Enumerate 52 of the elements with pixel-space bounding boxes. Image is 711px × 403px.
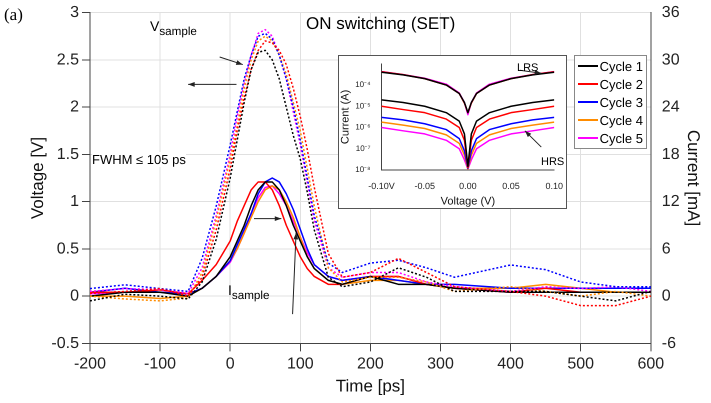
legend-label: Cycle 4: [600, 112, 643, 128]
x-axis-title: Voltage (V): [440, 195, 496, 208]
y-tick-label: 2: [70, 98, 80, 116]
x-tick-label: 500: [567, 355, 594, 372]
x-tick-label: 600: [637, 355, 664, 372]
y-tick-label: 10⁻⁷: [356, 144, 371, 153]
text: (a): [4, 5, 23, 25]
annotation: FWHM ≤ 105 ps: [92, 152, 186, 167]
y-tick-label: 3: [70, 4, 80, 22]
legend-label: Cycle 1: [600, 58, 643, 74]
annotation: V$_{sample}$: [150, 18, 197, 38]
x-tick-label: 100: [286, 355, 314, 372]
x-axis-title: Time [ps]: [336, 376, 406, 396]
x-tick-label: -0.05: [414, 180, 435, 191]
y-tick-label: 2.5: [56, 51, 80, 68]
x-tick-label: 0: [226, 355, 235, 372]
y2-tick-label: -6: [662, 334, 676, 352]
x-tick-label: 400: [497, 355, 524, 372]
y-tick-label: 1.5: [56, 146, 80, 163]
y2-tick-label: 18: [662, 146, 680, 163]
x-tick-label: 300: [427, 355, 454, 372]
annotation: HRS: [541, 156, 564, 168]
y-tick-label: 0: [70, 288, 80, 305]
y-axis-title: Current (A): [340, 90, 352, 144]
y2-tick-label: 12: [662, 193, 680, 210]
y2-axis-title: Current [mA]: [684, 130, 704, 226]
x-tick-label: 0.00: [459, 180, 477, 191]
y-tick-label: 1: [70, 193, 80, 210]
legend-label: Cycle 3: [600, 94, 643, 110]
y2-tick-label: 6: [662, 240, 671, 258]
y-tick-label: 10⁻⁴: [355, 80, 372, 90]
y2-tick-label: 0: [662, 288, 671, 305]
annotation: LRS: [517, 62, 538, 74]
y-tick-label: 10⁻⁵: [355, 101, 371, 110]
y-tick-label: 10⁻⁶: [355, 122, 371, 132]
legend-label: Cycle 5: [600, 130, 643, 146]
x-tick-label: -0.10V: [368, 180, 395, 191]
legend-label: Cycle 2: [600, 76, 643, 92]
x-tick-label: 0.10: [545, 180, 564, 191]
x-tick-label: -100: [144, 355, 176, 372]
x-tick-label: -200: [74, 355, 106, 372]
y2-tick-label: 24: [662, 98, 680, 116]
chart-title: ON switching (SET): [306, 14, 456, 34]
y-tick-label: -0.5: [51, 334, 80, 352]
y2-tick-label: 30: [662, 51, 680, 68]
x-tick-label: 200: [357, 355, 384, 372]
y-axis-title: Voltage [V]: [28, 136, 47, 220]
annotation: I$_{sample}$: [228, 282, 270, 302]
y-tick-label: 0.5: [56, 240, 80, 258]
y2-tick-label: 36: [662, 4, 680, 22]
y-tick-label: 10⁻⁸: [355, 165, 371, 174]
x-tick-label: 0.05: [502, 180, 520, 191]
